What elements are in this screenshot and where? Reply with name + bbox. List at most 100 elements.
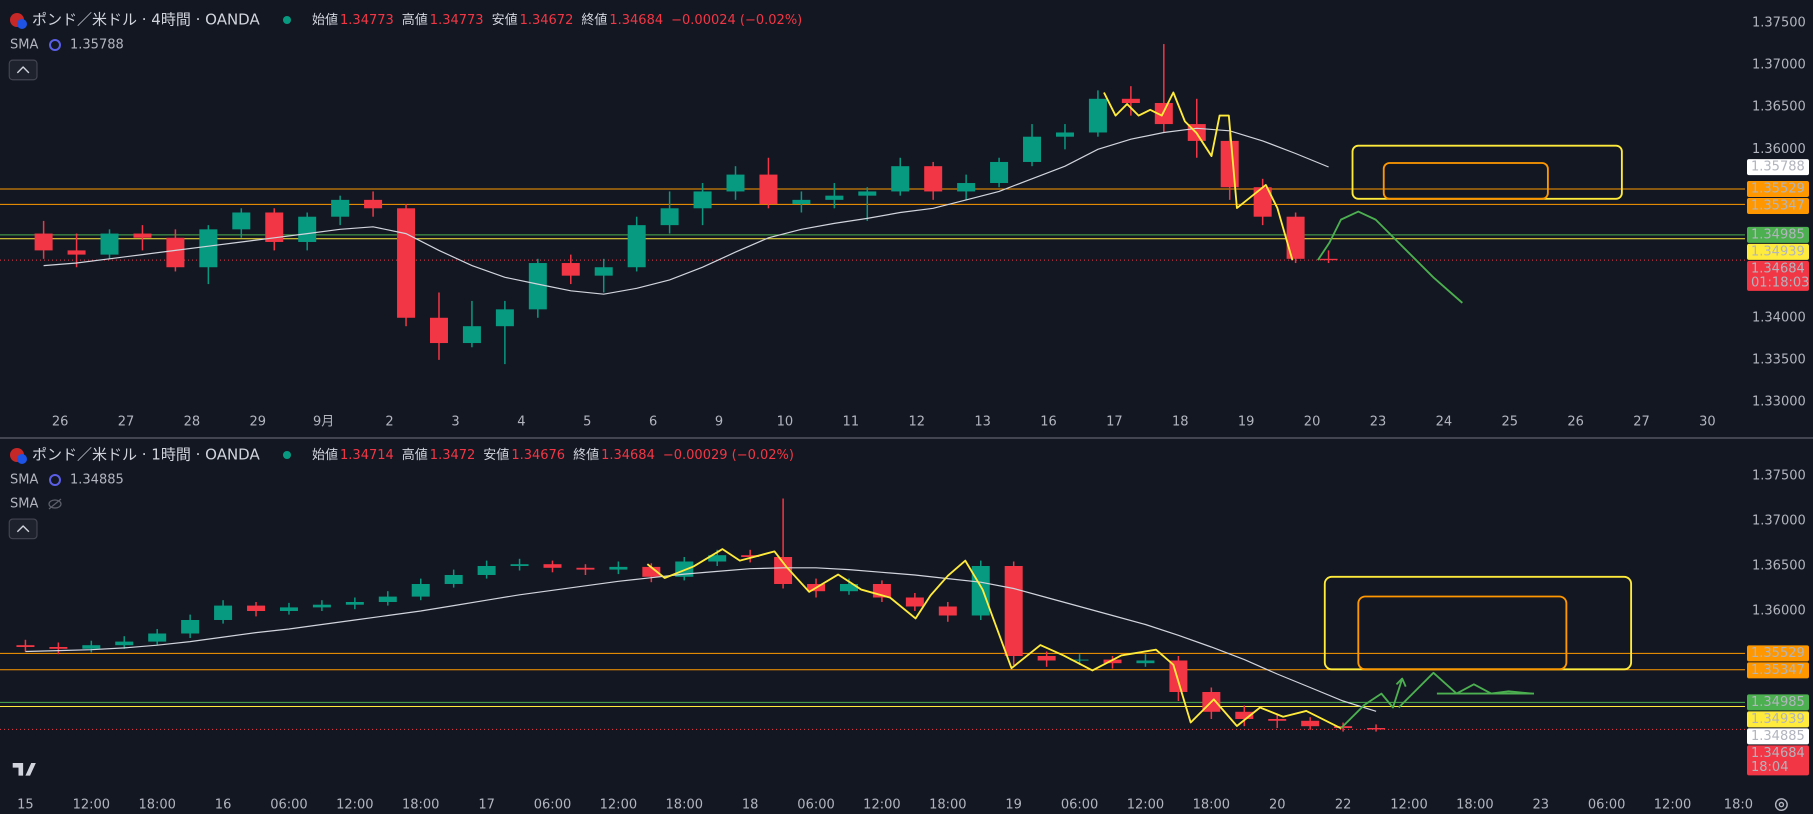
ohlc-value: 1.34773 (430, 13, 484, 28)
candle-body (49, 646, 68, 649)
candle-body (971, 565, 990, 616)
price-label-box (1747, 662, 1809, 679)
candle-body (759, 174, 778, 205)
candle-body (543, 564, 562, 568)
time-tick-label: 16 (1040, 415, 1057, 430)
price-label: 1.34684 (1751, 746, 1805, 761)
candle-body (181, 619, 200, 634)
candle-body (232, 212, 251, 230)
price-tick-label: 1.37500 (1752, 15, 1806, 30)
price-label: 1.35788 (1751, 160, 1805, 175)
price-tick-label: 1.33000 (1752, 394, 1806, 409)
candle-body (1268, 718, 1287, 721)
price-tick-label: 1.36000 (1752, 142, 1806, 157)
price-tick-label: 1.37000 (1752, 58, 1806, 73)
chevron-icon (16, 66, 30, 74)
candle-body (561, 263, 580, 276)
candle-body (477, 565, 496, 575)
change-value: −0.00029 (−0.02%) (663, 448, 794, 463)
candle-body (642, 566, 661, 577)
candle-body (905, 597, 924, 607)
indicator-value: 1.35788 (70, 38, 124, 53)
indicator-icon (49, 474, 61, 486)
time-tick-label: 27 (118, 415, 135, 430)
ohlc-value: 1.34684 (609, 13, 663, 28)
candle-body (774, 556, 793, 584)
settings-button[interactable] (1774, 798, 1788, 812)
ohlc-legend: 始値 1.34773 高値 1.34773 安値 1.34672 終値 1.34684 −0.0… (312, 12, 802, 28)
price-label: 1.34885 (1751, 729, 1805, 744)
time-tick-label: 06:00 (797, 798, 834, 813)
time-tick-label: 5 (583, 415, 591, 430)
candle-body (331, 199, 350, 217)
candle-body (265, 212, 284, 242)
time-tick-label: 13 (974, 415, 991, 430)
indicator-icon (49, 39, 61, 51)
time-tick-label: 25 (1501, 415, 1518, 430)
market-status (283, 16, 291, 24)
visibility-icon (48, 499, 62, 509)
symbol-icon (17, 19, 27, 29)
candle-body (397, 208, 416, 318)
price-label-box (1747, 745, 1809, 776)
time-tick-label: 23 (1370, 415, 1387, 430)
candle-body (990, 161, 1009, 184)
time-tick-label: 30 (1699, 415, 1716, 430)
candle-body (429, 317, 448, 344)
candle-body (858, 191, 877, 196)
candle-body (726, 174, 745, 192)
price-label: 1.34939 (1751, 712, 1805, 727)
arrow-head (1395, 677, 1407, 688)
time-tick-label: 18 (1172, 415, 1189, 430)
time-tick-label: 18 (742, 798, 759, 813)
collapse-button[interactable] (8, 59, 38, 81)
candle-body (100, 233, 119, 255)
candle-body (199, 229, 218, 268)
price-label-box (1747, 243, 1809, 260)
price-tick-label: 1.34000 (1752, 310, 1806, 325)
candle-body (938, 606, 957, 616)
candle-body (839, 583, 858, 592)
indicator-name: SMA (10, 38, 38, 53)
candle-body (1253, 187, 1272, 217)
candle-body (924, 166, 943, 192)
candle-body (298, 216, 317, 242)
candle-body (609, 566, 628, 570)
candle-body (792, 199, 811, 205)
collapse-button[interactable] (8, 518, 38, 540)
candle-body (444, 574, 463, 584)
time-tick-label: 3 (451, 415, 459, 430)
candle-body (660, 208, 679, 226)
time-tick-label: 22 (1335, 798, 1352, 813)
zone-drawing (1357, 595, 1568, 671)
sma-line (43, 127, 1329, 295)
time-tick-label: 16 (215, 798, 232, 813)
candle-body (1286, 216, 1305, 259)
price-label-box (1747, 694, 1809, 711)
price-label: 1.34939 (1751, 244, 1805, 259)
price-label-box (1747, 728, 1809, 745)
candle-body (133, 233, 152, 238)
price-tick-label: 1.33500 (1752, 352, 1806, 367)
countdown-label: 01:18:03 (1751, 275, 1809, 290)
time-tick-label: 9 (715, 415, 723, 430)
price-tick-label: 1.36500 (1752, 558, 1806, 573)
drawings (8, 59, 1788, 812)
symbol-title: ポンド／米ドル · 4時間 · OANDA (32, 11, 260, 29)
candle-body (82, 645, 101, 649)
price-label: 1.34985 (1751, 227, 1805, 242)
price-label: 1.35347 (1751, 198, 1805, 213)
time-tick-label: 20 (1269, 798, 1286, 813)
price-tick-label: 1.36500 (1752, 100, 1806, 115)
price-tick-label: 1.37500 (1752, 468, 1806, 483)
candle-body (1037, 655, 1056, 661)
time-tick-label: 12:00 (1127, 798, 1164, 813)
time-tick-label: 18:00 (666, 798, 703, 813)
candle-body (364, 199, 383, 209)
candle-body (1004, 565, 1023, 656)
settings-icon (1778, 801, 1785, 808)
chart-layers: 1.37500 1.37000 1.36500 1.36000 1.34000 1.335… (0, 11, 1809, 813)
time-tick-label: 26 (52, 415, 69, 430)
